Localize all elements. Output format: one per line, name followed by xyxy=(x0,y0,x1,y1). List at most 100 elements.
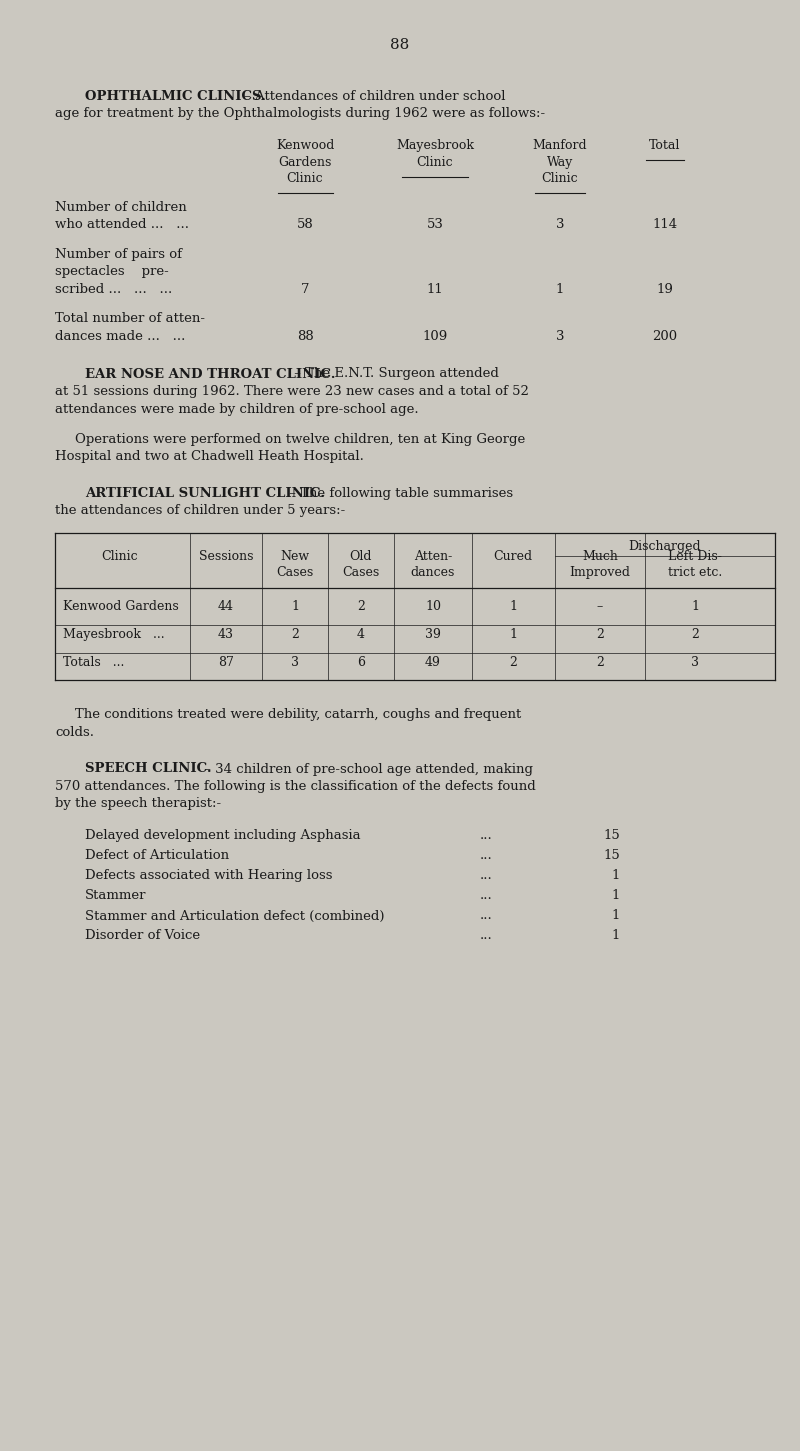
Text: Stammer and Articulation defect (combined): Stammer and Articulation defect (combine… xyxy=(85,910,385,923)
Text: 3: 3 xyxy=(291,656,299,669)
Text: 3: 3 xyxy=(691,656,699,669)
Text: who attended ...   ...: who attended ... ... xyxy=(55,219,189,232)
Text: 44: 44 xyxy=(218,601,234,614)
Text: 570 attendances. The following is the classification of the defects found: 570 attendances. The following is the cl… xyxy=(55,781,536,794)
Text: Stammer: Stammer xyxy=(85,889,146,903)
Text: Much: Much xyxy=(582,550,618,563)
Text: 3: 3 xyxy=(556,219,564,232)
Text: Number of children: Number of children xyxy=(55,202,186,213)
Text: Sessions: Sessions xyxy=(198,550,254,563)
Text: Atten-: Atten- xyxy=(414,550,452,563)
Text: 15: 15 xyxy=(603,849,620,862)
Text: Disorder of Voice: Disorder of Voice xyxy=(85,930,200,943)
Text: 19: 19 xyxy=(657,283,674,296)
Text: at 51 sessions during 1962. There were 23 new cases and a total of 52: at 51 sessions during 1962. There were 2… xyxy=(55,385,529,398)
Text: ...: ... xyxy=(480,849,493,862)
Text: Old: Old xyxy=(350,550,372,563)
Text: 53: 53 xyxy=(426,219,443,232)
Text: – The following table summarises: – The following table summarises xyxy=(285,488,513,501)
Text: 1: 1 xyxy=(612,869,620,882)
Text: ...: ... xyxy=(480,889,493,903)
Text: the attendances of children under 5 years:-: the attendances of children under 5 year… xyxy=(55,505,346,518)
Text: ARTIFICIAL SUNLIGHT CLINIC.: ARTIFICIAL SUNLIGHT CLINIC. xyxy=(85,488,325,501)
Text: Total number of atten-: Total number of atten- xyxy=(55,312,205,325)
Text: – 34 children of pre-school age attended, making: – 34 children of pre-school age attended… xyxy=(200,762,533,775)
Text: Kenwood: Kenwood xyxy=(276,139,334,152)
Text: colds.: colds. xyxy=(55,726,94,739)
Text: New: New xyxy=(281,550,310,563)
Text: Mayesbrook: Mayesbrook xyxy=(396,139,474,152)
Text: – The E.N.T. Surgeon attended: – The E.N.T. Surgeon attended xyxy=(290,367,499,380)
Text: Defect of Articulation: Defect of Articulation xyxy=(85,849,229,862)
Text: Clinic: Clinic xyxy=(542,173,578,186)
Text: ...: ... xyxy=(480,910,493,923)
Text: 58: 58 xyxy=(297,219,314,232)
Text: dances made ...   ...: dances made ... ... xyxy=(55,329,186,342)
Text: ...: ... xyxy=(480,830,493,843)
Text: 4: 4 xyxy=(357,628,365,641)
Text: Manford: Manford xyxy=(533,139,587,152)
Text: 1: 1 xyxy=(612,930,620,943)
Text: Clinic: Clinic xyxy=(417,157,454,168)
Text: Left Dis-: Left Dis- xyxy=(668,550,722,563)
Text: Clinic: Clinic xyxy=(286,173,323,186)
Text: Discharged: Discharged xyxy=(629,541,702,553)
Text: 39: 39 xyxy=(425,628,441,641)
Text: Hospital and two at Chadwell Heath Hospital.: Hospital and two at Chadwell Heath Hospi… xyxy=(55,450,364,463)
Text: 3: 3 xyxy=(556,329,564,342)
Text: Cases: Cases xyxy=(342,566,380,579)
Text: 200: 200 xyxy=(653,329,678,342)
Text: Kenwood Gardens: Kenwood Gardens xyxy=(63,601,178,614)
Text: 1: 1 xyxy=(612,910,620,923)
Text: 88: 88 xyxy=(297,329,314,342)
Text: 1: 1 xyxy=(509,628,517,641)
Text: 2: 2 xyxy=(691,628,699,641)
Text: 7: 7 xyxy=(301,283,310,296)
Text: 2: 2 xyxy=(596,656,604,669)
Text: 49: 49 xyxy=(425,656,441,669)
Text: Defects associated with Hearing loss: Defects associated with Hearing loss xyxy=(85,869,333,882)
Text: EAR NOSE AND THROAT CLINIC.: EAR NOSE AND THROAT CLINIC. xyxy=(85,367,335,380)
Text: ...: ... xyxy=(480,869,493,882)
Text: 1: 1 xyxy=(509,601,517,614)
Text: 1: 1 xyxy=(691,601,699,614)
Text: dances: dances xyxy=(411,566,455,579)
Text: The conditions treated were debility, catarrh, coughs and frequent: The conditions treated were debility, ca… xyxy=(75,708,522,721)
Text: spectacles    pre-: spectacles pre- xyxy=(55,266,169,279)
Text: ...: ... xyxy=(480,930,493,943)
Text: 1: 1 xyxy=(291,601,299,614)
Text: 6: 6 xyxy=(357,656,365,669)
Text: 2: 2 xyxy=(596,628,604,641)
Text: 15: 15 xyxy=(603,830,620,843)
Text: – Attendances of children under school: – Attendances of children under school xyxy=(240,90,506,103)
Text: 114: 114 xyxy=(653,219,678,232)
Text: SPEECH CLINIC.: SPEECH CLINIC. xyxy=(85,762,212,775)
Text: scribed ...   ...   ...: scribed ... ... ... xyxy=(55,283,172,296)
Text: Operations were performed on twelve children, ten at King George: Operations were performed on twelve chil… xyxy=(75,432,526,445)
Text: 109: 109 xyxy=(422,329,448,342)
Text: Gardens: Gardens xyxy=(278,157,332,168)
Text: Cases: Cases xyxy=(276,566,314,579)
Text: Delayed development including Asphasia: Delayed development including Asphasia xyxy=(85,830,361,843)
Text: –: – xyxy=(597,601,603,614)
Text: 87: 87 xyxy=(218,656,234,669)
Text: by the speech therapist:-: by the speech therapist:- xyxy=(55,798,221,811)
Text: 11: 11 xyxy=(426,283,443,296)
Text: Improved: Improved xyxy=(570,566,630,579)
Text: Totals   ...: Totals ... xyxy=(63,656,124,669)
Text: trict etc.: trict etc. xyxy=(668,566,722,579)
Text: Cured: Cured xyxy=(494,550,533,563)
Text: Mayesbrook   ...: Mayesbrook ... xyxy=(63,628,165,641)
Text: Number of pairs of: Number of pairs of xyxy=(55,248,182,261)
Text: 10: 10 xyxy=(425,601,441,614)
Text: Total: Total xyxy=(650,139,681,152)
Text: Way: Way xyxy=(547,157,573,168)
Text: 88: 88 xyxy=(390,38,410,52)
Text: 1: 1 xyxy=(556,283,564,296)
Text: 43: 43 xyxy=(218,628,234,641)
Text: attendances were made by children of pre-school age.: attendances were made by children of pre… xyxy=(55,402,418,415)
Text: 2: 2 xyxy=(357,601,365,614)
Text: OPHTHALMIC CLINICS.: OPHTHALMIC CLINICS. xyxy=(85,90,266,103)
Text: 1: 1 xyxy=(612,889,620,903)
Text: Clinic: Clinic xyxy=(102,550,138,563)
